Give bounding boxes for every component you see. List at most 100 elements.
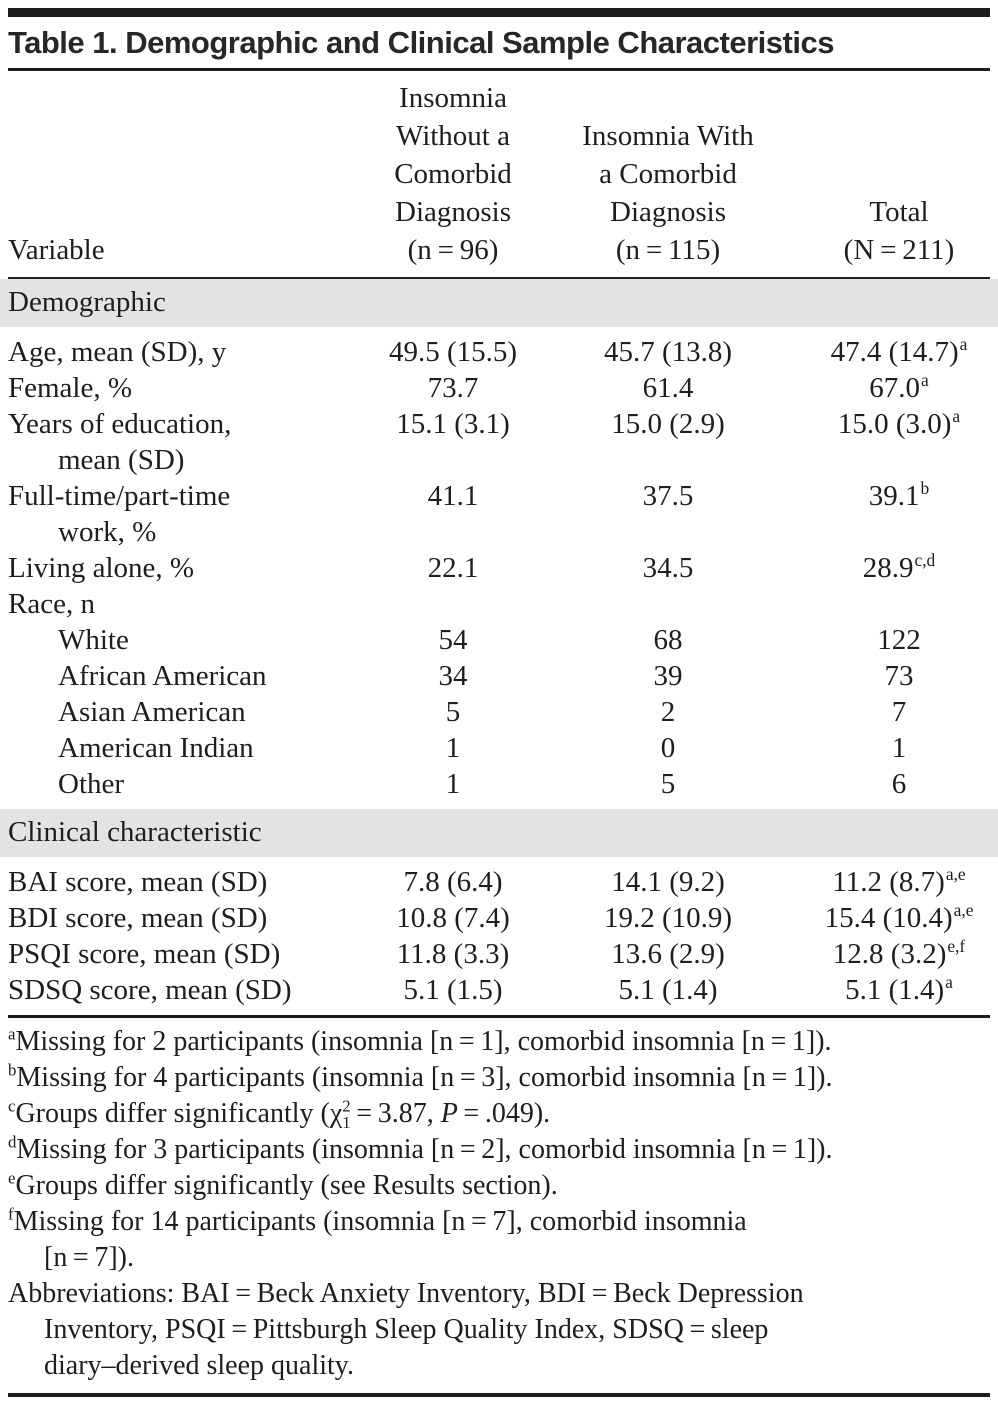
row-label-line: SDSQ score, mean (SD) [8, 973, 292, 1006]
row-label: White [8, 622, 338, 658]
footnote-line: bMissing for 4 participants (insomnia [n… [8, 1060, 990, 1096]
cell-total: 6 [768, 766, 990, 802]
row-label-line: Asian American [58, 695, 246, 728]
cell-total: 122 [768, 622, 990, 658]
table-row: Asian American 5 2 7 [8, 694, 990, 730]
row-label-line: BDI score, mean (SD) [8, 901, 268, 934]
row-label: BAI score, mean (SD) [8, 864, 338, 900]
cell-value: 5.1 (1.4) [845, 973, 945, 1006]
row-label: Other [8, 766, 338, 802]
row-label-line: Full-time/part-time [8, 479, 231, 512]
footnote-text: Missing for 2 participants (insomnia [n … [15, 1025, 832, 1057]
row-label: PSQI score, mean (SD) [8, 936, 338, 972]
cell-value: 13.6 (2.9) [611, 937, 725, 970]
cell-value: 73 [884, 659, 914, 692]
footnote-marker: d [8, 1132, 17, 1152]
footnote-line: Abbreviations: BAI = Beck Anxiety Invent… [8, 1276, 990, 1312]
column-header-total: Total (N = 211) [768, 193, 990, 269]
footnote-line: [n = 7]). [8, 1240, 990, 1276]
footnote-text: Missing for 4 participants (insomnia [n … [16, 1061, 833, 1093]
row-label-line: PSQI score, mean (SD) [8, 937, 281, 970]
top-rule-bar [8, 8, 990, 17]
footnote-text: Abbreviations: BAI = Beck Anxiety Invent… [8, 1277, 804, 1309]
row-label-line: BAI score, mean (SD) [8, 865, 268, 898]
footnote-text: Inventory, PSQI = Pittsburgh Sleep Quali… [44, 1313, 769, 1345]
footnote-marker: e [8, 1168, 16, 1188]
cell-value: 15.0 (3.0) [837, 407, 952, 440]
cell-insomnia-with-comorbid: 5 [568, 766, 768, 802]
row-label-line: Race, n [8, 587, 95, 620]
row-label: Asian American [8, 694, 338, 730]
title-rule [8, 67, 990, 71]
cell-total: 15.0 (3.0)a [768, 406, 990, 442]
column-header-line: (n = 96) [407, 233, 499, 266]
row-label: American Indian [8, 730, 338, 766]
cell-value: 28.9 [862, 551, 914, 584]
cell-total: 47.4 (14.7)a [768, 334, 990, 370]
cell-total: 5.1 (1.4)a [768, 972, 990, 1008]
cell-insomnia-without-comorbid: 22.1 [338, 550, 568, 586]
footnote-text: Missing for 14 participants (insomnia [n… [13, 1205, 747, 1237]
footnote-line: aMissing for 2 participants (insomnia [n… [8, 1024, 990, 1060]
cell-value: 37.5 [642, 479, 694, 512]
row-label: Race, n [8, 586, 338, 622]
cell-value: 122 [877, 623, 921, 656]
cell-insomnia-with-comorbid: 2 [568, 694, 768, 730]
table-row: White 54 68 122 [8, 622, 990, 658]
cell-insomnia-with-comorbid: 19.2 (10.9) [568, 900, 768, 936]
cell-insomnia-with-comorbid: 39 [568, 658, 768, 694]
cell-value: 5 [445, 695, 461, 728]
column-header-line: Total [869, 195, 929, 228]
row-label-line: Living alone, % [8, 551, 195, 584]
footnote-marker: b [8, 1060, 17, 1080]
cell-superscript: a,e [953, 900, 974, 921]
row-label: Female, % [8, 370, 338, 406]
cell-value: 15.0 (2.9) [611, 407, 725, 440]
column-header-line: Comorbid [394, 157, 512, 190]
row-label: Living alone, % [8, 550, 338, 586]
cell-value: 5.1 (1.4) [618, 973, 718, 1006]
footnote-marker: f [8, 1204, 14, 1224]
cell-insomnia-with-comorbid: 15.0 (2.9) [568, 406, 768, 442]
cell-value: 0 [660, 731, 676, 764]
cell-insomnia-with-comorbid: 68 [568, 622, 768, 658]
cell-value: 47.4 (14.7) [830, 335, 959, 368]
section-rows-clinical-characteristic: BAI score, mean (SD) 7.8 (6.4) 14.1 (9.2) 1… [8, 857, 990, 1015]
cell-insomnia-without-comorbid: 11.8 (3.3) [338, 936, 568, 972]
cell-value: 14.1 (9.2) [611, 865, 725, 898]
cell-insomnia-without-comorbid: 1 [338, 766, 568, 802]
cell-superscript: b [920, 478, 930, 499]
cell-value: 5.1 (1.5) [403, 973, 503, 1006]
cell-value: 34.5 [642, 551, 694, 584]
row-label-continuation: work, % [58, 515, 157, 548]
cell-value: 73.7 [427, 371, 479, 404]
row-label-line: Years of education, [8, 407, 232, 440]
footnote-line: Inventory, PSQI = Pittsburgh Sleep Quali… [8, 1312, 990, 1348]
column-header-line: Diagnosis [610, 195, 726, 228]
cell-insomnia-with-comorbid: 5.1 (1.4) [568, 972, 768, 1008]
cell-insomnia-without-comorbid: 41.1 [338, 478, 568, 514]
bottom-rule-bar [8, 1393, 990, 1397]
footnote-text: Groups differ significantly (χ [15, 1097, 343, 1129]
row-label: SDSQ score, mean (SD) [8, 972, 338, 1008]
table-column-headers: Variable Insomnia Without a Comorbid Diagnos… [8, 71, 990, 279]
cell-value: 54 [438, 623, 468, 656]
table-row: Other 1 5 6 [8, 766, 990, 802]
cell-value: 12.8 (3.2) [832, 937, 947, 970]
footnote-text: = .049). [457, 1097, 551, 1129]
footnote-line: cGroups differ significantly (χ21 = 3.87… [8, 1096, 990, 1132]
cell-value: 34 [438, 659, 468, 692]
cell-insomnia-without-comorbid: 73.7 [338, 370, 568, 406]
row-label: BDI score, mean (SD) [8, 900, 338, 936]
cell-value: 5 [660, 767, 676, 800]
table-title: Table 1. Demographic and Clinical Sample… [8, 25, 834, 60]
cell-insomnia-without-comorbid: 7.8 (6.4) [338, 864, 568, 900]
table-row: Female, % 73.7 61.4 67.0a [8, 370, 990, 406]
cell-insomnia-without-comorbid: 54 [338, 622, 568, 658]
footnote-italic: P [440, 1097, 458, 1129]
cell-insomnia-without-comorbid: 49.5 (15.5) [338, 334, 568, 370]
column-header-insomnia-with-comorbid: Insomnia With a Comorbid Diagnosis (n = 115… [568, 117, 768, 269]
column-header-line: Insomnia With [582, 119, 754, 152]
footnote-text: = 3.87, [350, 1097, 441, 1129]
cell-total: 73 [768, 658, 990, 694]
